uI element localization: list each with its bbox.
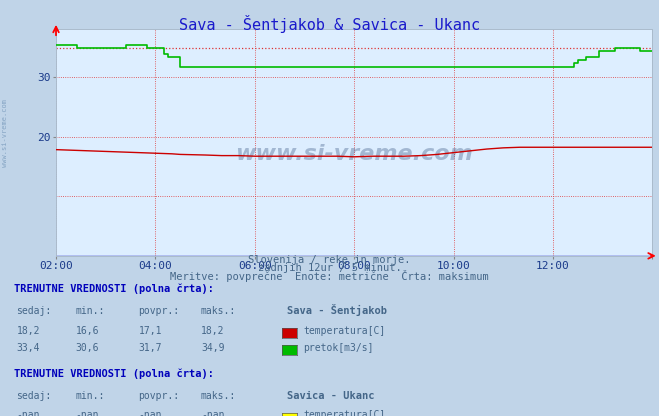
Text: 17,1: 17,1 [138, 326, 162, 336]
Text: maks.:: maks.: [201, 391, 236, 401]
Text: 31,7: 31,7 [138, 343, 162, 353]
Text: Sava - Šentjakob & Savica - Ukanc: Sava - Šentjakob & Savica - Ukanc [179, 15, 480, 32]
Text: povpr.:: povpr.: [138, 391, 179, 401]
Text: 16,6: 16,6 [76, 326, 100, 336]
Text: Slovenija / reke in morje.: Slovenija / reke in morje. [248, 255, 411, 265]
Text: www.si-vreme.com: www.si-vreme.com [2, 99, 9, 167]
Text: www.si-vreme.com: www.si-vreme.com [235, 144, 473, 164]
Text: 18,2: 18,2 [16, 326, 40, 336]
Text: temperatura[C]: temperatura[C] [303, 326, 386, 336]
Text: 30,6: 30,6 [76, 343, 100, 353]
Text: pretok[m3/s]: pretok[m3/s] [303, 343, 374, 353]
Text: -nan: -nan [201, 411, 225, 416]
Text: TRENUTNE VREDNOSTI (polna črta):: TRENUTNE VREDNOSTI (polna črta): [14, 284, 214, 294]
Text: 34,9: 34,9 [201, 343, 225, 353]
Text: sedaj:: sedaj: [16, 306, 51, 316]
Text: min.:: min.: [76, 391, 105, 401]
Text: Meritve: povprečne  Enote: metrične  Črta: maksimum: Meritve: povprečne Enote: metrične Črta:… [170, 270, 489, 282]
Text: povpr.:: povpr.: [138, 306, 179, 316]
Text: -nan: -nan [16, 411, 40, 416]
Text: TRENUTNE VREDNOSTI (polna črta):: TRENUTNE VREDNOSTI (polna črta): [14, 369, 214, 379]
Text: zadnjih 12ur / 5 minut.: zadnjih 12ur / 5 minut. [258, 263, 401, 273]
Text: 33,4: 33,4 [16, 343, 40, 353]
Text: min.:: min.: [76, 306, 105, 316]
Text: sedaj:: sedaj: [16, 391, 51, 401]
Text: maks.:: maks.: [201, 306, 236, 316]
Text: 18,2: 18,2 [201, 326, 225, 336]
Text: Savica - Ukanc: Savica - Ukanc [287, 391, 374, 401]
Text: temperatura[C]: temperatura[C] [303, 411, 386, 416]
Text: Sava - Šentjakob: Sava - Šentjakob [287, 304, 387, 316]
Text: -nan: -nan [138, 411, 162, 416]
Text: -nan: -nan [76, 411, 100, 416]
